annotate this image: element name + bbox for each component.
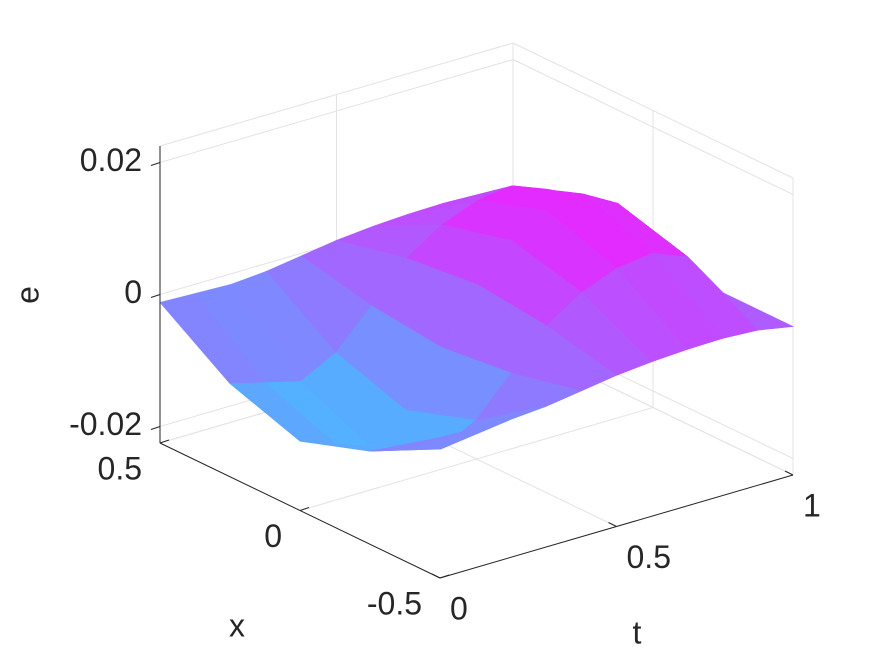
t-tick (431, 573, 441, 579)
t-tick-label: 0 (450, 590, 468, 626)
x-tick (439, 574, 450, 579)
z-tick (150, 162, 161, 166)
x-tick (299, 507, 310, 511)
t-tick-label: 0.5 (627, 539, 671, 575)
z-axis-label: e (9, 286, 45, 304)
z-tick (150, 294, 161, 298)
t-axis-label: t (633, 614, 642, 650)
grid-line (299, 407, 654, 511)
z-tick (150, 426, 161, 430)
x-tick (159, 439, 170, 444)
z-tick-label: -0.02 (69, 406, 142, 442)
t-tick-label: 1 (803, 487, 821, 523)
t-tick (608, 522, 617, 527)
x-axis-label: x (229, 607, 245, 643)
x-tick-label: -0.5 (367, 585, 422, 621)
z-tick-label: 0.02 (80, 142, 142, 178)
surface-cell (369, 428, 476, 452)
x-tick-label: 0.5 (98, 450, 142, 486)
surface (159, 185, 795, 452)
x-tick-label: 0 (264, 518, 282, 554)
axes: -0.02 0 0.02 -0.5 0 0.5 0 0.5 1 (69, 142, 821, 627)
z-tick-label: 0 (124, 274, 142, 310)
t-tick (784, 470, 794, 476)
